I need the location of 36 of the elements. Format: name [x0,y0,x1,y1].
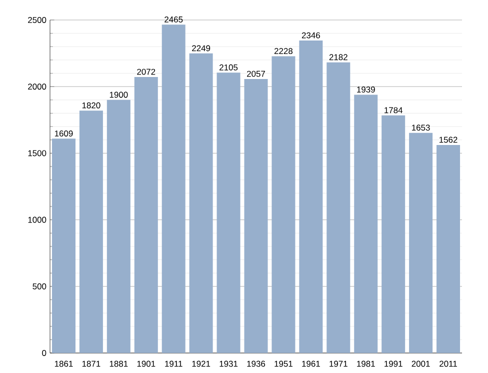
data-label: 2346 [302,32,320,38]
data-label: 2249 [192,45,210,52]
y-tick-label: 1000 [28,216,46,223]
x-tick-label: 1971 [330,360,348,367]
x-tick-label: 1961 [302,360,320,367]
y-tick-label: 0 [42,350,46,356]
x-tick-label: 1936 [247,360,266,367]
data-label: 1653 [412,124,430,131]
data-label: 1562 [439,136,458,143]
x-tick-label: 1991 [384,360,402,367]
data-label: 1820 [82,102,100,108]
y-tick-label: 1500 [28,150,46,156]
x-tick-label: 1951 [274,360,292,367]
data-label: 2228 [274,48,293,54]
x-tick-label: 2011 [440,360,457,367]
data-label: 1900 [110,92,128,98]
y-tick-label: 2500 [28,17,46,23]
x-tick-label: 1931 [220,360,238,367]
x-tick-label: 2001 [412,360,430,367]
x-tick-label: 1861 [54,360,73,367]
x-tick-label: 1911 [165,360,182,367]
y-tick-label: 500 [32,283,46,290]
data-label: 1939 [357,86,375,93]
x-tick-label: 1871 [82,360,100,367]
data-label: 1609 [54,130,73,136]
data-label: 2072 [137,68,156,75]
y-tick-label: 2000 [28,84,46,90]
data-label: 1784 [384,107,403,114]
x-tick-label: 1981 [357,360,375,367]
data-label: 2182 [329,54,348,60]
data-label: 2465 [164,16,183,22]
x-tick-label: 1921 [192,360,210,367]
x-tick-label: 1901 [137,360,156,367]
x-tick-label: 1881 [110,360,128,367]
data-label: 2105 [220,64,238,70]
data-label: 2057 [247,70,265,77]
